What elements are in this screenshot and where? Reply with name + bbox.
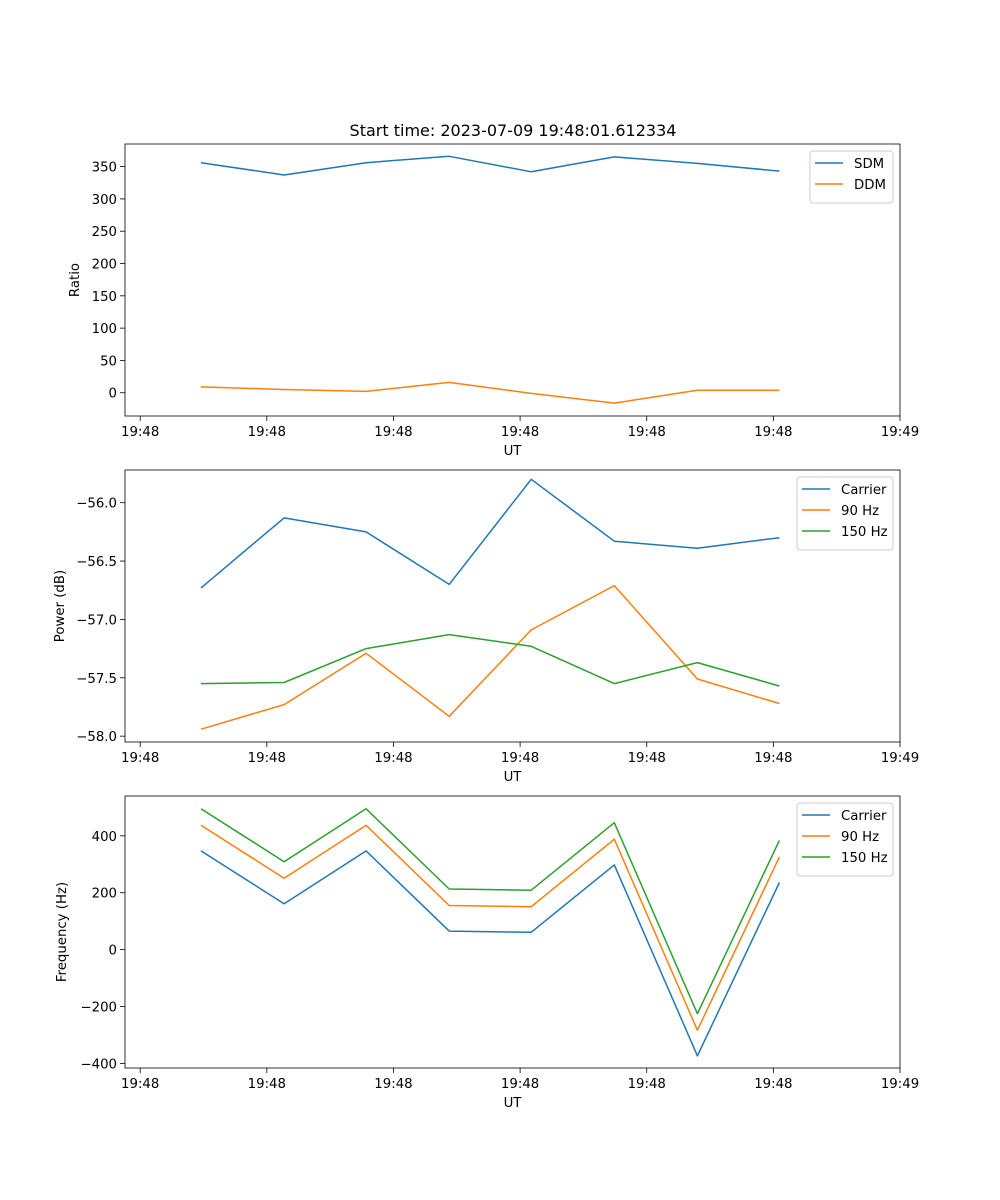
legend: SDM DDM [809, 150, 894, 204]
x-axis-label: UT [504, 1096, 523, 1111]
y-tick-label: 250 [92, 225, 117, 240]
y-tick-label: 400 [92, 830, 117, 845]
x-tick-label: 19:48 [121, 1077, 159, 1092]
x-tick-label: 19:48 [628, 1077, 666, 1092]
y-tick-label: −56.0 [76, 497, 117, 512]
legend-box [809, 150, 894, 204]
figure-title: Start time: 2023-07-09 19:48:01.612334 [350, 121, 677, 140]
y-tick-label: −200 [80, 1001, 117, 1016]
y-tick-label: 300 [92, 193, 117, 208]
y-axis-label: Frequency (Hz) [55, 882, 70, 982]
x-tick-label: 19:49 [881, 751, 919, 766]
x-tick-label: 19:48 [248, 751, 286, 766]
legend-entry: Carrier [841, 483, 887, 498]
x-tick-label: 19:48 [121, 425, 159, 440]
x-tick-label: 19:48 [374, 1077, 412, 1092]
x-tick-label: 19:48 [501, 1077, 539, 1092]
x-tick-label: 19:48 [121, 751, 159, 766]
y-tick-label: −400 [80, 1057, 117, 1072]
series-line-sdm [200, 155, 780, 176]
subplot-1: 19:48 19:48 19:48 19:48 19:48 19:48 19:49 UT 0 50… [68, 143, 919, 459]
y-tick-label: 0 [109, 944, 117, 959]
y-tick-label: 150 [92, 290, 117, 305]
legend: Carrier 90 Hz 150 Hz [796, 476, 894, 551]
y-tick-label: −58.0 [76, 730, 117, 745]
x-tick-label: 19:48 [628, 425, 666, 440]
y-tick-label: 350 [92, 161, 117, 176]
axes-frame [124, 469, 901, 743]
x-tick-label: 19:49 [881, 425, 919, 440]
series-line-90-hz [200, 584, 780, 730]
legend-entry: Carrier [841, 809, 887, 824]
x-tick-label: 19:48 [628, 751, 666, 766]
series-line-150-hz [200, 808, 781, 1015]
x-tick-label: 19:48 [248, 1077, 286, 1092]
y-axis-label: Ratio [68, 263, 83, 297]
legend-entry: SDM [854, 157, 884, 172]
x-tick-label: 19:48 [754, 425, 792, 440]
series-line-ddm [200, 381, 780, 404]
y-tick-label: −57.5 [76, 672, 117, 687]
y-tick-label: −56.5 [76, 555, 117, 570]
legend-entry: DDM [854, 178, 886, 193]
y-tick-label: 200 [92, 887, 117, 902]
series-line-carrier [200, 850, 781, 1057]
subplot-3: 19:48 19:48 19:48 19:48 19:48 19:48 19:49 UT −40… [55, 795, 919, 1111]
y-tick-label: 50 [100, 354, 117, 369]
x-tick-label: 19:48 [501, 425, 539, 440]
x-tick-label: 19:48 [754, 1077, 792, 1092]
subplot-2: 19:48 19:48 19:48 19:48 19:48 19:48 19:49 UT −58… [53, 469, 919, 785]
legend-entry: 90 Hz [841, 830, 879, 845]
series-line-carrier [200, 478, 780, 589]
legend-entry: 150 Hz [841, 851, 888, 866]
y-axis-label: Power (dB) [53, 570, 68, 642]
y-tick-label: 200 [92, 258, 117, 273]
series-line-150-hz [200, 633, 780, 687]
x-tick-label: 19:48 [248, 425, 286, 440]
y-tick-label: 0 [109, 387, 117, 402]
x-tick-label: 19:48 [501, 751, 539, 766]
legend: Carrier 90 Hz 150 Hz [796, 802, 894, 877]
legend-entry: 150 Hz [841, 525, 888, 540]
x-axis-label: UT [504, 770, 523, 785]
axes-frame [124, 143, 901, 417]
x-axis-label: UT [504, 444, 523, 459]
x-tick-label: 19:49 [881, 1077, 919, 1092]
x-tick-label: 19:48 [374, 425, 412, 440]
axes-frame [124, 795, 901, 1069]
series-line-90-hz [200, 824, 781, 1031]
legend-entry: 90 Hz [841, 504, 879, 519]
y-tick-label: −57.0 [76, 613, 117, 628]
x-tick-label: 19:48 [374, 751, 412, 766]
x-tick-label: 19:48 [754, 751, 792, 766]
y-tick-label: 100 [92, 322, 117, 337]
